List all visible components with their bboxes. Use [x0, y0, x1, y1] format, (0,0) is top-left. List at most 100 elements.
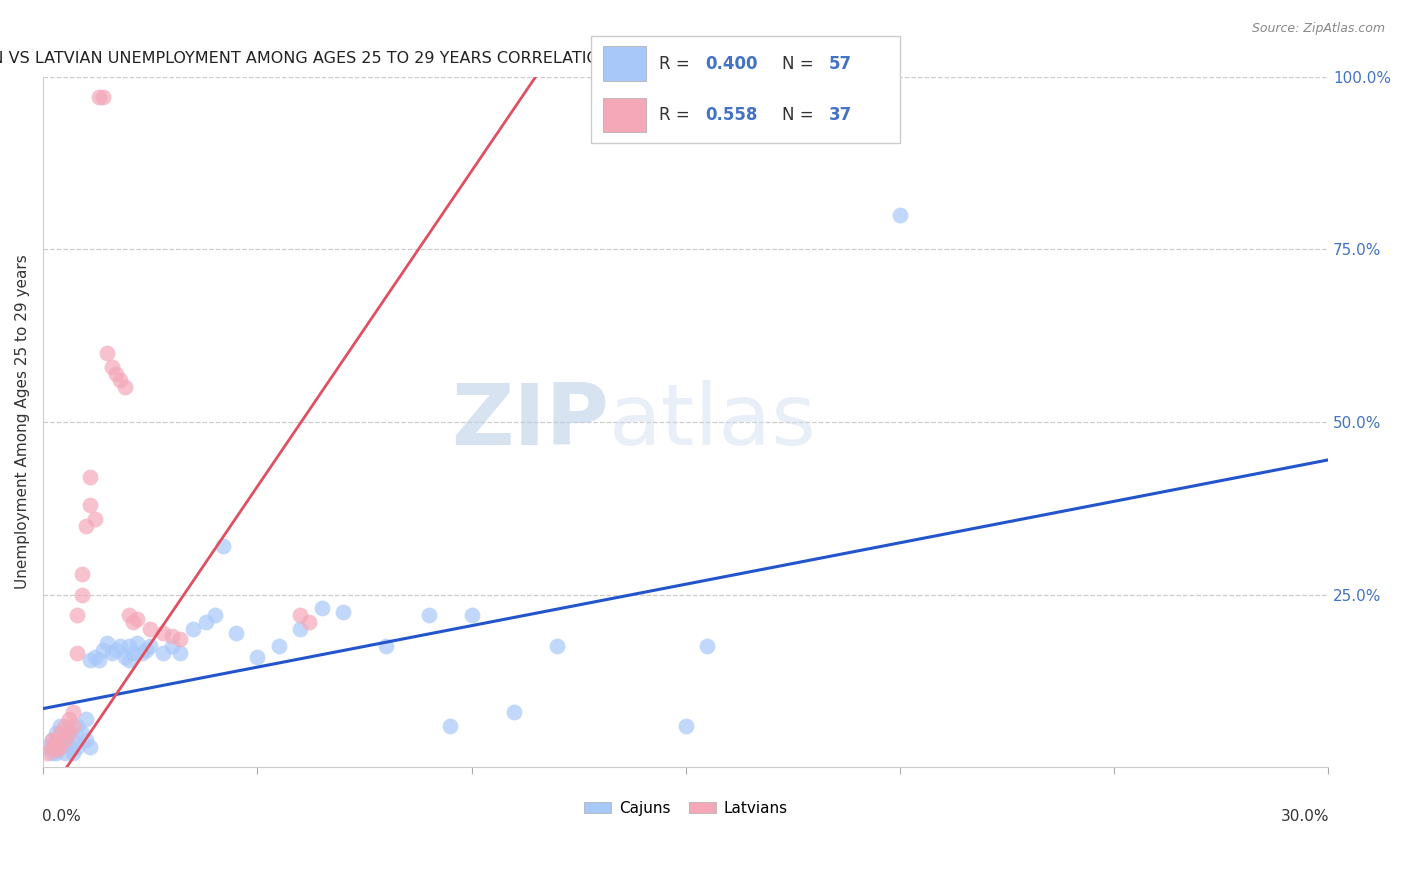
Point: [45, 743, 67, 757]
Text: 0.400: 0.400: [704, 54, 758, 72]
Point: [374, 640, 396, 654]
Point: [49, 739, 72, 754]
Text: 37: 37: [828, 106, 852, 124]
Point: [53, 747, 76, 761]
Text: CAJUN VS LATVIAN UNEMPLOYMENT AMONG AGES 25 TO 29 YEARS CORRELATION CHART: CAJUN VS LATVIAN UNEMPLOYMENT AMONG AGES…: [0, 51, 671, 66]
Point: [41, 732, 63, 747]
Point: [62, 747, 84, 761]
Point: [37, 739, 59, 754]
Point: [70, 725, 93, 739]
Point: [62, 719, 84, 733]
Point: [110, 640, 132, 654]
Point: [298, 615, 321, 630]
Point: [290, 622, 312, 636]
Point: [290, 608, 312, 623]
Point: [96, 346, 118, 360]
Point: [122, 646, 145, 660]
Text: Source: ZipAtlas.com: Source: ZipAtlas.com: [1251, 22, 1385, 36]
Point: [546, 640, 568, 654]
Point: [45, 725, 67, 739]
Point: [70, 588, 93, 602]
Text: N =: N =: [782, 54, 820, 72]
Point: [696, 640, 718, 654]
Point: [889, 208, 911, 222]
Text: atlas: atlas: [609, 380, 817, 464]
Point: [62, 732, 84, 747]
Point: [675, 719, 697, 733]
Point: [194, 615, 217, 630]
Point: [139, 622, 162, 636]
Point: [75, 732, 97, 747]
Point: [225, 625, 247, 640]
Point: [114, 649, 136, 664]
Point: [139, 640, 162, 654]
Point: [49, 739, 72, 754]
Point: [122, 615, 145, 630]
Point: [83, 511, 105, 525]
Point: [311, 601, 333, 615]
Text: 0.558: 0.558: [704, 106, 758, 124]
Point: [332, 605, 354, 619]
Point: [418, 608, 440, 623]
Point: [127, 612, 149, 626]
Point: [212, 539, 235, 553]
Point: [152, 646, 174, 660]
Point: [66, 646, 89, 660]
Point: [460, 608, 482, 623]
FancyBboxPatch shape: [591, 36, 900, 143]
Text: 0.0%: 0.0%: [42, 809, 80, 823]
Point: [79, 739, 101, 754]
Point: [58, 725, 80, 739]
Point: [87, 90, 110, 104]
Text: R =: R =: [658, 54, 695, 72]
Point: [75, 518, 97, 533]
Point: [58, 739, 80, 754]
Point: [87, 653, 110, 667]
Point: [66, 739, 89, 754]
Point: [49, 719, 72, 733]
Point: [41, 739, 63, 754]
FancyBboxPatch shape: [603, 98, 647, 132]
Point: [91, 90, 114, 104]
Point: [91, 643, 114, 657]
Point: [160, 640, 183, 654]
Point: [105, 643, 128, 657]
Point: [160, 629, 183, 643]
Point: [79, 653, 101, 667]
Point: [169, 632, 191, 647]
FancyBboxPatch shape: [603, 46, 647, 80]
Point: [100, 359, 122, 374]
Point: [58, 712, 80, 726]
Point: [127, 636, 149, 650]
Point: [135, 643, 157, 657]
Point: [152, 625, 174, 640]
Point: [118, 608, 141, 623]
Text: 57: 57: [828, 54, 852, 72]
Point: [118, 640, 141, 654]
Point: [503, 705, 526, 719]
Y-axis label: Unemployment Among Ages 25 to 29 years: Unemployment Among Ages 25 to 29 years: [15, 254, 30, 590]
Point: [62, 705, 84, 719]
Point: [181, 622, 204, 636]
Point: [79, 498, 101, 512]
Point: [53, 732, 76, 747]
Point: [66, 719, 89, 733]
Point: [114, 380, 136, 394]
Legend: Cajuns, Latvians: Cajuns, Latvians: [578, 795, 794, 822]
Point: [131, 646, 153, 660]
Point: [37, 747, 59, 761]
Point: [79, 470, 101, 484]
Point: [169, 646, 191, 660]
Point: [45, 732, 67, 747]
Point: [45, 747, 67, 761]
Point: [41, 747, 63, 761]
Point: [75, 712, 97, 726]
Point: [100, 646, 122, 660]
Point: [53, 732, 76, 747]
Text: R =: R =: [658, 106, 700, 124]
Point: [70, 566, 93, 581]
Text: ZIP: ZIP: [451, 380, 609, 464]
Point: [53, 719, 76, 733]
Point: [118, 653, 141, 667]
Point: [105, 367, 128, 381]
